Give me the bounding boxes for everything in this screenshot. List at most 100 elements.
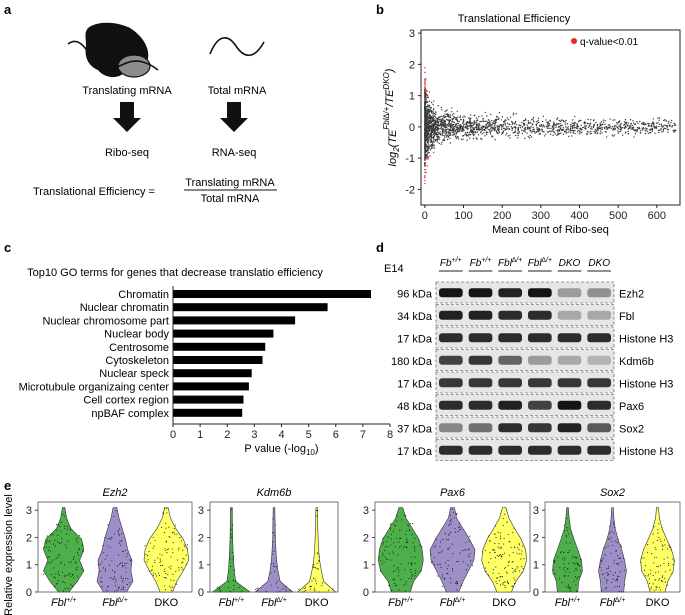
- point: [64, 544, 66, 546]
- point: [424, 165, 426, 167]
- point: [498, 112, 501, 114]
- panel-b: b Translational Efficiency 0 100 200 300 400…: [376, 2, 681, 236]
- point: [573, 124, 575, 126]
- point: [569, 587, 571, 589]
- point: [485, 120, 487, 122]
- point: [219, 591, 221, 593]
- x-tick-label: 0: [422, 210, 428, 222]
- point: [614, 134, 616, 136]
- point: [462, 550, 464, 552]
- blot-band: [557, 355, 582, 365]
- point: [412, 542, 414, 544]
- point: [430, 133, 433, 135]
- point: [390, 538, 392, 540]
- point: [554, 573, 556, 575]
- point: [233, 588, 235, 590]
- point: [587, 118, 589, 121]
- point: [458, 124, 461, 126]
- point: [390, 523, 392, 525]
- point: [533, 130, 535, 132]
- point: [462, 561, 464, 563]
- point: [576, 131, 579, 133]
- point: [621, 591, 623, 593]
- gene-title: Kdm6b: [257, 487, 292, 499]
- point: [601, 123, 603, 126]
- point: [157, 557, 159, 559]
- point: [385, 541, 388, 543]
- point: [444, 124, 446, 126]
- point: [665, 127, 667, 130]
- point: [67, 574, 69, 576]
- point: [566, 568, 568, 570]
- violin-points: [552, 517, 582, 592]
- point: [614, 526, 616, 528]
- point: [562, 120, 565, 122]
- point: [492, 569, 495, 571]
- group-label-base: Fbl: [261, 597, 277, 609]
- point-significant: [424, 172, 426, 174]
- point: [456, 110, 458, 113]
- point: [282, 588, 284, 590]
- point: [235, 580, 237, 582]
- point: [123, 588, 125, 590]
- point: [612, 578, 614, 580]
- point: [130, 560, 132, 562]
- point: [419, 544, 421, 546]
- point: [58, 554, 60, 556]
- point: [653, 125, 655, 127]
- point: [445, 118, 448, 121]
- point: [99, 571, 101, 573]
- point: [446, 568, 448, 570]
- point: [114, 591, 116, 593]
- point: [60, 530, 62, 532]
- point: [666, 125, 668, 127]
- point: [662, 545, 664, 547]
- point: [643, 128, 645, 130]
- point: [427, 150, 429, 152]
- lane-labels: Fb+/+ Fb+/+ Fbl∆/+ Fbl∆/+ DKO DKO: [439, 257, 611, 272]
- group-label: Fbl∆/+: [102, 597, 128, 609]
- point: [522, 567, 524, 569]
- point: [59, 525, 61, 527]
- point: [552, 124, 554, 127]
- point: [489, 552, 491, 554]
- point: [50, 573, 52, 575]
- point: [502, 553, 504, 555]
- point: [443, 123, 445, 125]
- point: [469, 121, 471, 123]
- point: [516, 565, 518, 568]
- point: [431, 134, 433, 136]
- point: [436, 141, 439, 143]
- point: [489, 540, 491, 543]
- point: [63, 515, 65, 517]
- point: [410, 577, 412, 579]
- go-term-label: Microtubule organizaing center: [19, 381, 170, 393]
- point: [574, 132, 576, 135]
- point: [640, 123, 643, 125]
- point: [122, 587, 124, 589]
- point: [484, 567, 487, 569]
- gene-title: Pax6: [440, 487, 466, 499]
- point: [521, 121, 523, 124]
- point: [565, 129, 567, 131]
- point: [524, 128, 526, 130]
- point: [317, 568, 319, 570]
- point: [493, 551, 496, 553]
- point: [433, 134, 436, 136]
- point: [396, 537, 398, 539]
- point: [553, 124, 555, 126]
- point: [599, 127, 601, 130]
- point: [442, 538, 444, 541]
- point: [581, 131, 583, 133]
- point: [314, 567, 316, 569]
- point: [332, 588, 334, 590]
- point: [166, 548, 169, 551]
- point: [446, 126, 448, 128]
- point: [389, 559, 392, 561]
- point: [155, 573, 157, 575]
- point: [535, 131, 537, 134]
- point: [150, 542, 152, 544]
- point: [276, 566, 278, 568]
- point: [504, 581, 506, 583]
- point: [494, 139, 496, 141]
